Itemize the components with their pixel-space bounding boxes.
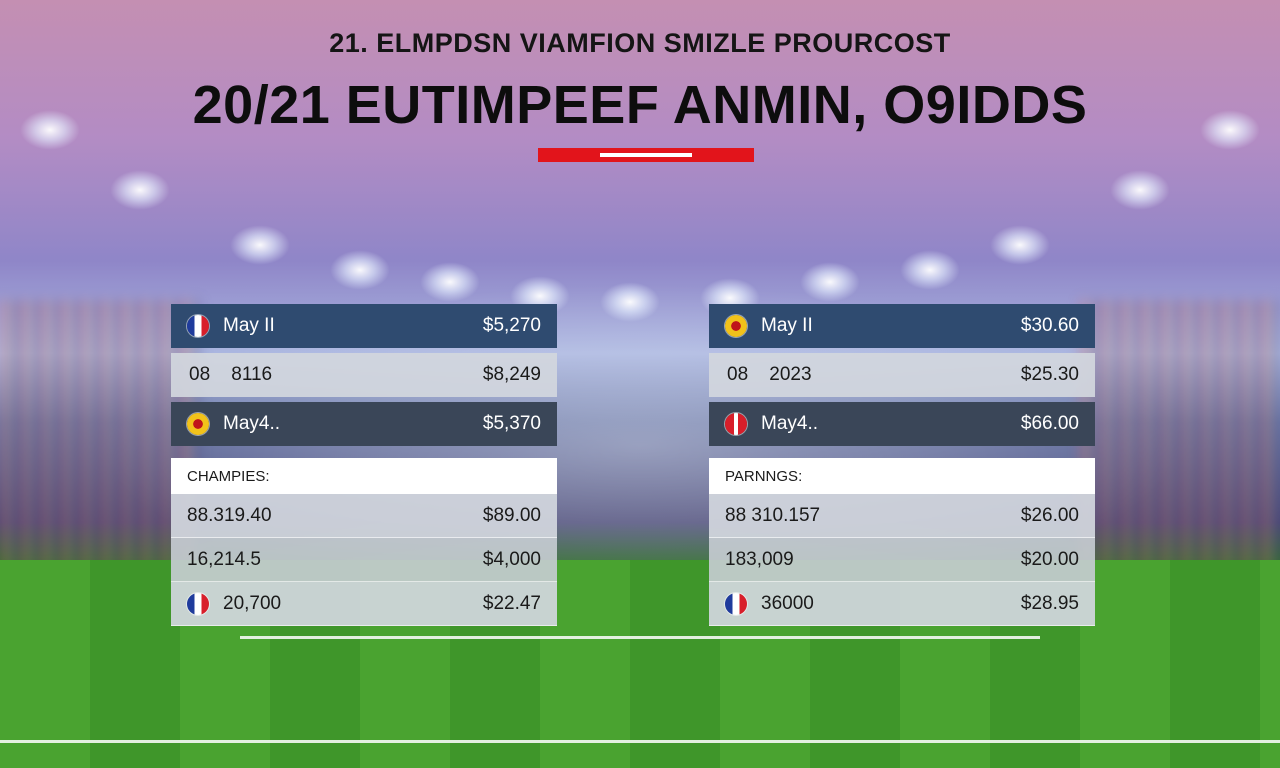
table-row[interactable]: 36000 $28.95: [709, 582, 1095, 626]
french-flag-icon: [187, 315, 209, 337]
table-row[interactable]: May II $5,270: [171, 304, 557, 348]
row-value: $22.47: [482, 592, 541, 614]
row-label: May II: [761, 315, 813, 336]
table-row[interactable]: 183,009 $20.00: [709, 538, 1095, 582]
section-header-label: CHAMPIES:: [187, 467, 270, 485]
row-label: 20,700: [223, 592, 282, 614]
section-header-label: PARNNGS:: [725, 467, 803, 485]
row-value: $30.60: [1020, 315, 1079, 336]
table-row[interactable]: May4.. $5,370: [171, 402, 557, 446]
table-row[interactable]: 20,700 $22.47: [171, 582, 557, 626]
crowd-left: [0, 300, 200, 570]
left-odds-table: May II $5,270 08 8116 $8,249 May4.. $5,3…: [171, 304, 557, 626]
row-value: $28.95: [1020, 592, 1079, 614]
row-label: 36000: [761, 592, 814, 614]
red-flag-icon: [725, 413, 747, 435]
row-label: 08 2023: [727, 364, 812, 385]
section-header: CHAMPIES:: [171, 458, 557, 494]
row-label: 183,009: [725, 548, 794, 570]
row-label: 88.319.40: [187, 504, 272, 526]
table-row[interactable]: 08 8116 $8,249: [171, 353, 557, 397]
row-label: 16,214.5: [187, 548, 261, 570]
title-accent-stripe: [600, 153, 692, 157]
row-label: May4..: [761, 413, 819, 434]
club-crest-icon: [725, 315, 747, 337]
table-row[interactable]: May II $30.60: [709, 304, 1095, 348]
table-row[interactable]: May4.. $66.00: [709, 402, 1095, 446]
right-odds-table: May II $30.60 08 2023 $25.30 May4.. $66.…: [709, 304, 1095, 626]
row-value: $66.00: [1020, 413, 1079, 434]
crowd-right: [1080, 300, 1280, 570]
row-label: 08 8116: [189, 364, 273, 385]
french-flag-icon: [187, 592, 209, 615]
table-row[interactable]: 88 310.157 $26.00: [709, 494, 1095, 538]
table-row[interactable]: 88.319.40 $89.00: [171, 494, 557, 538]
row-label: May II: [223, 315, 275, 336]
table-row[interactable]: 16,214.5 $4,000: [171, 538, 557, 582]
row-value: $4,000: [482, 548, 541, 570]
club-crest-icon: [187, 413, 209, 435]
row-label: May4..: [223, 413, 281, 434]
page-title: 20/21 EUTIMPEEF ANMIN, O9IDDS: [192, 75, 1088, 135]
row-value: $20.00: [1020, 548, 1079, 570]
row-value: $26.00: [1020, 504, 1079, 526]
row-value: $5,270: [482, 315, 541, 336]
row-value: $25.30: [1020, 364, 1079, 385]
row-value: $89.00: [482, 504, 541, 526]
row-label: 88 310.157: [725, 504, 821, 526]
page-subtitle: 21. ELMPDSN VIAMFION SMIZLE PROURCOST: [329, 28, 951, 58]
table-row[interactable]: 08 2023 $25.30: [709, 353, 1095, 397]
row-value: $8,249: [482, 364, 541, 385]
section-header: PARNNGS:: [709, 458, 1095, 494]
row-value: $5,370: [482, 413, 541, 434]
french-flag-icon: [725, 592, 747, 615]
